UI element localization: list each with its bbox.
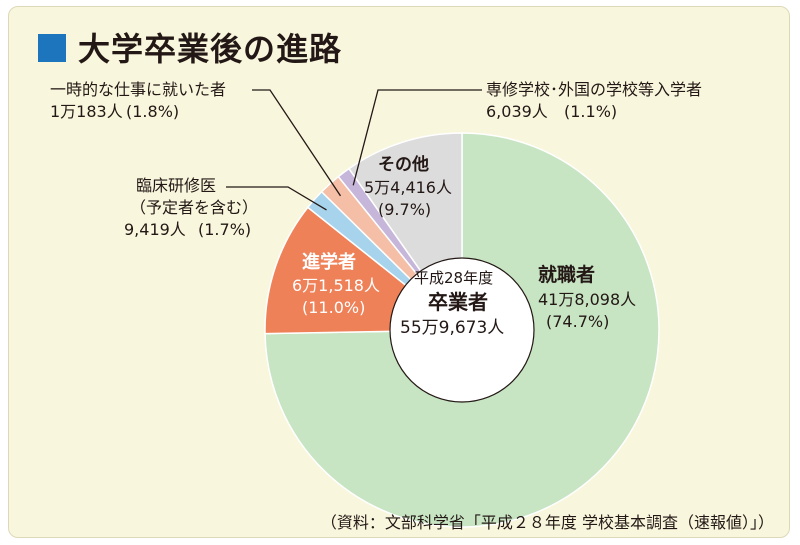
title-marker-icon [38,34,66,62]
slice-percent-further-study: (11.0%) [302,298,366,317]
slice-label-further-study: 進学者 [302,252,356,273]
slice-percent-residency: (1.7%) [198,220,252,239]
slice-percent-other: (9.7%) [378,200,432,219]
source-note: （資料：文部科学省「平成２８年度 学校基本調査（速報値）」） [320,513,774,532]
center-title: 卒業者 [428,290,488,314]
slice-value-vocational: 6,039人 [486,102,548,121]
leader-line-temporary [252,89,342,197]
center-total: 55万9,673人 [400,318,505,338]
slice-value-temporary: 1万183人 [50,102,123,121]
slice-value-residency: 9,419人 [124,220,186,239]
slice-label-temporary: 一時的な仕事に就いた者 [50,80,227,99]
chart-title: 大学卒業後の進路 [78,30,343,68]
slice-percent-employment: (74.7%) [546,312,610,331]
leader-line-residency [226,186,327,211]
slice-label-employment: 就職者 [538,264,596,286]
slice-label-other: その他 [378,155,429,175]
slice-label-residency-note: （予定者を含む） [130,198,259,217]
leader-line-vocational [352,89,482,186]
slice-label-residency: 臨床研修医 [136,176,217,195]
slice-label-vocational: 専修学校･外国の学校等入学者 [486,80,703,99]
donut-center [389,257,535,403]
slice-value-further-study: 6万1,518人 [292,276,380,295]
slice-percent-temporary: (1.8%) [126,102,180,121]
slice-value-employment: 41万8,098人 [538,290,637,309]
center-year: 平成28年度 [414,269,494,287]
slice-percent-vocational: (1.1%) [564,102,618,121]
slice-value-other: 5万4,416人 [364,178,452,197]
